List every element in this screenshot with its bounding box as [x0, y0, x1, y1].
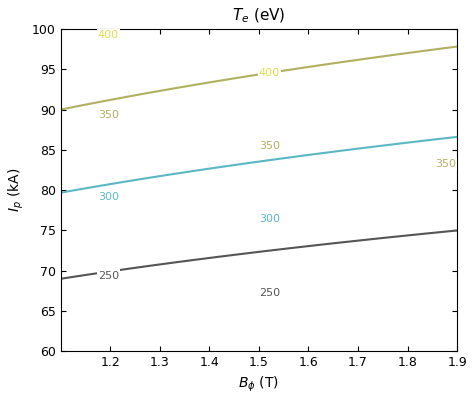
Text: 350: 350 [435, 159, 456, 169]
Text: 300: 300 [98, 192, 118, 203]
X-axis label: $B_{\phi}$ (T): $B_{\phi}$ (T) [238, 375, 279, 394]
Y-axis label: $I_p$ (kA): $I_p$ (kA) [7, 168, 26, 212]
Text: 250: 250 [98, 271, 119, 281]
Text: 250: 250 [259, 288, 280, 298]
Text: 350: 350 [98, 110, 118, 120]
Text: 300: 300 [259, 214, 280, 224]
Title: $T_e$ (eV): $T_e$ (eV) [232, 7, 286, 25]
Text: 400: 400 [98, 30, 119, 41]
Text: 350: 350 [259, 141, 280, 151]
Text: 400: 400 [259, 68, 280, 78]
